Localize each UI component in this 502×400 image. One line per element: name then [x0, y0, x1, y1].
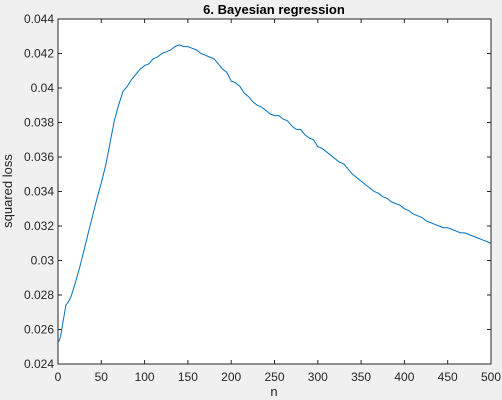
x-tick-label: 50 [95, 370, 109, 384]
x-tick-label: 150 [178, 370, 198, 384]
y-tick-label: 0.04 [31, 81, 55, 95]
y-tick-label: 0.028 [24, 288, 54, 302]
plot-area [58, 19, 491, 364]
y-tick-label: 0.042 [24, 47, 54, 61]
x-tick-label: 0 [55, 370, 62, 384]
x-tick-label: 200 [221, 370, 241, 384]
series-line [58, 44, 492, 342]
x-axis-label: n [270, 384, 277, 399]
y-tick-label: 0.032 [24, 219, 54, 233]
y-tick-label: 0.034 [24, 185, 54, 199]
y-tick-label: 0.036 [24, 150, 54, 164]
x-axis-ticks: 0 50 100 150 200 250 300 350 400 450 500 [55, 19, 501, 384]
y-tick-label: 0.024 [24, 357, 54, 371]
y-axis-label: squared loss [0, 154, 15, 228]
x-tick-label: 250 [264, 370, 284, 384]
x-tick-label: 100 [135, 370, 155, 384]
y-tick-label: 0.044 [24, 12, 54, 26]
chart-title: 6. Bayesian regression [203, 2, 345, 17]
x-tick-label: 350 [351, 370, 371, 384]
y-axis-ticks: 0.024 0.026 0.028 0.03 0.032 0.034 0.036 0.038 0… [24, 12, 491, 371]
x-tick-label: 450 [438, 370, 458, 384]
y-tick-label: 0.038 [24, 116, 54, 130]
x-tick-label: 500 [481, 370, 501, 384]
plot-frame [57, 18, 492, 365]
y-tick-label: 0.03 [31, 254, 55, 268]
x-tick-label: 400 [394, 370, 414, 384]
y-tick-label: 0.026 [24, 323, 54, 337]
x-tick-label: 300 [308, 370, 328, 384]
